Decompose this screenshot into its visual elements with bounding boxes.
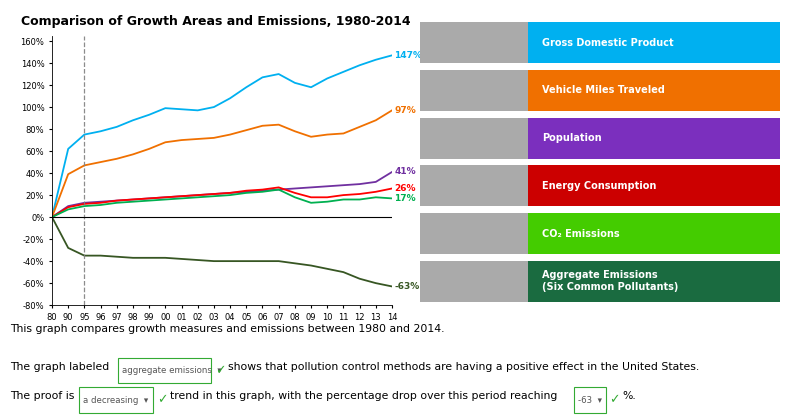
Text: aggregate emissions  ▾: aggregate emissions ▾ (122, 366, 222, 375)
Text: Comparison of Growth Areas and Emissions, 1980-2014: Comparison of Growth Areas and Emissions… (21, 15, 411, 28)
Text: %.: %. (622, 391, 636, 401)
Text: The proof is: The proof is (10, 391, 74, 401)
Text: Population: Population (542, 133, 602, 143)
Text: Vehicle Miles Traveled: Vehicle Miles Traveled (542, 85, 666, 95)
Text: Energy Consumption: Energy Consumption (542, 181, 657, 191)
Text: 41%: 41% (394, 168, 416, 176)
Text: The graph labeled: The graph labeled (10, 362, 109, 372)
Text: This graph compares growth measures and emissions between 1980 and 2014.: This graph compares growth measures and … (10, 324, 444, 334)
Text: 26%: 26% (394, 184, 416, 193)
Text: 147%: 147% (394, 51, 422, 60)
Text: shows that pollution control methods are having a positive effect in the United : shows that pollution control methods are… (228, 362, 699, 372)
Text: a decreasing  ▾: a decreasing ▾ (83, 395, 149, 405)
Text: CO₂ Emissions: CO₂ Emissions (542, 229, 620, 239)
Text: ✓: ✓ (157, 393, 167, 407)
Text: -63%: -63% (394, 282, 420, 291)
Text: ✓: ✓ (215, 364, 226, 377)
Text: Gross Domestic Product: Gross Domestic Product (542, 38, 674, 48)
Text: ✓: ✓ (610, 393, 620, 407)
Text: -63  ▾: -63 ▾ (578, 395, 602, 405)
Text: 17%: 17% (394, 194, 416, 203)
Text: 97%: 97% (394, 106, 416, 115)
Text: Aggregate Emissions
(Six Common Pollutants): Aggregate Emissions (Six Common Pollutan… (542, 270, 678, 292)
Text: trend in this graph, with the percentage drop over this period reaching: trend in this graph, with the percentage… (170, 391, 557, 401)
